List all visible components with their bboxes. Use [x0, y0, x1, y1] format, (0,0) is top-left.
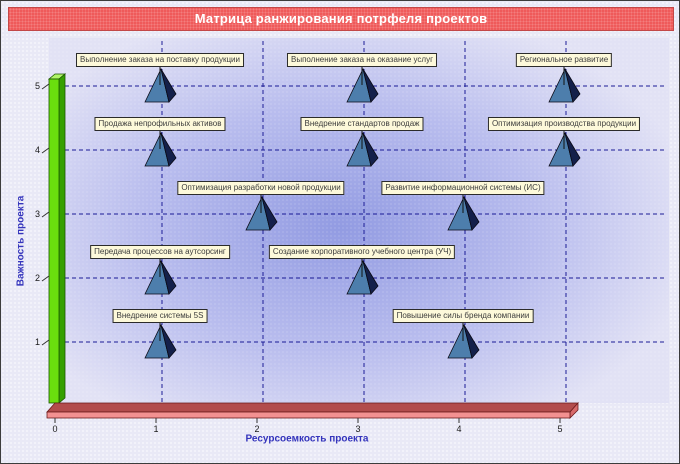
- point-label: Развитие информационной системы (ИС): [381, 181, 545, 195]
- y-tick-label: 2: [34, 273, 40, 283]
- pyramid-dark-face: [160, 324, 177, 359]
- point-label: Продажа непрофильных активов: [94, 117, 226, 131]
- pyramid-dark-face: [160, 132, 177, 167]
- point-label: Выполнение заказа на оказание услуг: [286, 53, 438, 67]
- x-tick-label: 4: [456, 424, 462, 434]
- y-axis-wall: [48, 78, 60, 404]
- x-tick-label: 2: [254, 424, 260, 434]
- pyramid-dark-face: [160, 260, 177, 295]
- pyramid-dark-face: [362, 68, 379, 103]
- x-axis-title: Ресурсоемкость проекта: [245, 433, 369, 445]
- pyramid-marker: [245, 194, 278, 231]
- pyramid-marker: [447, 194, 480, 231]
- pyramid-marker: [144, 130, 177, 167]
- pyramid-dark-face: [362, 260, 379, 295]
- pyramid-dark-face: [463, 196, 480, 231]
- y-tick-label: 5: [34, 81, 40, 91]
- point-label: Выполнение заказа на поставку продукции: [76, 53, 244, 67]
- x-axis-floor-front: [46, 411, 571, 419]
- point-label: Оптимизация производства продукции: [487, 117, 641, 131]
- y-axis-title: Важность проекта: [15, 195, 27, 287]
- pyramid-dark-face: [463, 324, 480, 359]
- x-tick-label: 3: [355, 424, 361, 434]
- point-label: Региональное развитие: [515, 53, 613, 67]
- pyramid-marker: [144, 66, 177, 103]
- point-label: Создание корпоративного учебного центра …: [268, 245, 456, 259]
- pyramid-marker: [548, 130, 581, 167]
- x-tick-label: 1: [153, 424, 159, 434]
- point-label: Внедрение стандартов продаж: [300, 117, 424, 131]
- point-label: Внедрение системы 5S: [112, 309, 208, 323]
- point-label: Передача процессов на аутсорсинг: [90, 245, 230, 259]
- y-tick: [41, 339, 50, 346]
- pyramid-dark-face: [160, 68, 177, 103]
- pyramid-dark-face: [564, 132, 581, 167]
- y-tick: [41, 211, 50, 218]
- y-tick-label: 3: [34, 209, 40, 219]
- pyramid-marker: [346, 258, 379, 295]
- pyramid-marker: [548, 66, 581, 103]
- pyramid-marker: [346, 130, 379, 167]
- y-tick-label: 4: [34, 145, 40, 155]
- chart-title: Матрица ранжирования потрфеля проектов: [8, 7, 674, 31]
- y-tick: [41, 147, 50, 154]
- pyramid-dark-face: [261, 196, 278, 231]
- pyramid-marker: [144, 322, 177, 359]
- point-label: Повышение силы бренда компании: [392, 309, 534, 323]
- x-axis-floor-top: [46, 402, 579, 413]
- pyramid-marker: [346, 66, 379, 103]
- pyramid-dark-face: [362, 132, 379, 167]
- point-label: Оптимизация разработки новой продукции: [177, 181, 345, 195]
- x-tick-label: 0: [52, 424, 58, 434]
- y-tick: [41, 275, 50, 282]
- y-tick-label: 1: [34, 337, 40, 347]
- pyramid-marker: [144, 258, 177, 295]
- pyramid-dark-face: [564, 68, 581, 103]
- pyramid-marker: [447, 322, 480, 359]
- x-tick-label: 5: [557, 424, 563, 434]
- y-axis-wall-side: [58, 73, 66, 404]
- y-tick: [41, 83, 50, 90]
